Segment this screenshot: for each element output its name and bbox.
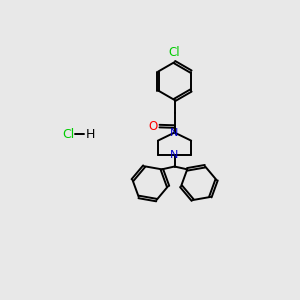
Text: N: N [170, 149, 179, 160]
Text: O: O [148, 120, 158, 133]
Text: H: H [86, 128, 95, 141]
Text: Cl: Cl [169, 46, 180, 59]
Text: Cl: Cl [62, 128, 74, 141]
Text: N: N [170, 128, 179, 138]
